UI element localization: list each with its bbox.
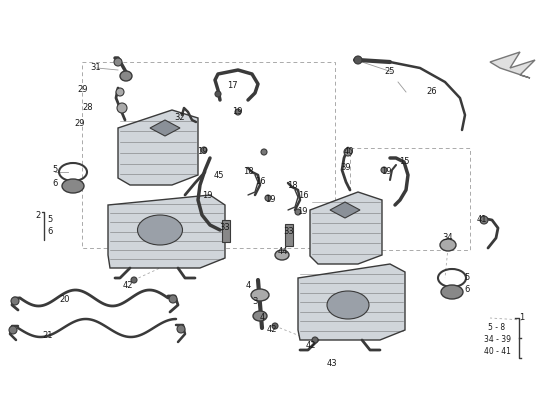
Ellipse shape <box>251 289 269 301</box>
Text: 44: 44 <box>278 248 288 256</box>
Text: 32: 32 <box>175 114 185 122</box>
Text: 19: 19 <box>197 148 207 156</box>
Text: 40 - 41: 40 - 41 <box>483 348 510 356</box>
Text: 33: 33 <box>284 228 294 236</box>
Bar <box>222 220 230 242</box>
Ellipse shape <box>275 250 289 260</box>
Circle shape <box>215 91 221 97</box>
Circle shape <box>235 109 241 115</box>
Text: 42: 42 <box>123 280 133 290</box>
Ellipse shape <box>327 291 369 319</box>
Circle shape <box>480 216 488 224</box>
Text: 28: 28 <box>82 102 94 112</box>
Circle shape <box>116 88 124 96</box>
Text: 31: 31 <box>91 64 101 72</box>
Text: 45: 45 <box>214 172 224 180</box>
Polygon shape <box>330 202 360 218</box>
Circle shape <box>295 209 301 215</box>
Text: 34: 34 <box>443 234 453 242</box>
Text: 16: 16 <box>255 178 265 186</box>
Text: 17: 17 <box>227 80 237 90</box>
Ellipse shape <box>440 239 456 251</box>
Text: 15: 15 <box>399 158 409 166</box>
Ellipse shape <box>62 179 84 193</box>
Bar <box>82 62 335 248</box>
Text: 5: 5 <box>47 216 53 224</box>
Text: 20: 20 <box>60 296 70 304</box>
Text: 3: 3 <box>252 298 258 306</box>
Text: 18: 18 <box>287 182 298 190</box>
Circle shape <box>9 326 17 334</box>
Text: 29: 29 <box>78 86 88 94</box>
Polygon shape <box>490 52 535 78</box>
Text: 21: 21 <box>43 330 53 340</box>
Polygon shape <box>108 195 225 268</box>
Ellipse shape <box>138 215 183 245</box>
Circle shape <box>272 323 278 329</box>
Circle shape <box>177 325 185 333</box>
Polygon shape <box>150 120 180 136</box>
Circle shape <box>131 277 137 283</box>
Circle shape <box>114 58 122 66</box>
Circle shape <box>344 148 352 156</box>
Text: 19: 19 <box>232 108 242 116</box>
Text: 5: 5 <box>52 166 58 174</box>
Text: 4: 4 <box>260 314 265 322</box>
Text: 29: 29 <box>75 120 85 128</box>
Circle shape <box>169 295 177 303</box>
Text: 6: 6 <box>47 228 53 236</box>
Text: 16: 16 <box>298 192 309 200</box>
Text: 42: 42 <box>267 326 277 334</box>
Circle shape <box>201 147 207 153</box>
Text: 42: 42 <box>306 340 316 350</box>
Ellipse shape <box>120 71 132 81</box>
Polygon shape <box>310 192 382 264</box>
Text: 1: 1 <box>519 314 525 322</box>
Polygon shape <box>118 110 198 185</box>
Text: 6: 6 <box>464 286 470 294</box>
Ellipse shape <box>253 311 267 321</box>
Text: 19: 19 <box>265 196 275 204</box>
Text: 19: 19 <box>202 192 212 200</box>
Bar <box>350 148 470 250</box>
Text: 19: 19 <box>381 168 391 176</box>
Text: 5 - 8: 5 - 8 <box>488 324 505 332</box>
Text: 18: 18 <box>243 168 254 176</box>
Text: 2: 2 <box>35 210 41 220</box>
Text: 34 - 39: 34 - 39 <box>483 336 510 344</box>
Text: 5: 5 <box>464 274 470 282</box>
Text: 6: 6 <box>52 178 58 188</box>
Text: 26: 26 <box>427 88 437 96</box>
Ellipse shape <box>441 285 463 299</box>
Circle shape <box>261 149 267 155</box>
Circle shape <box>265 195 271 201</box>
Text: 40: 40 <box>344 148 354 156</box>
Text: 39: 39 <box>340 162 351 172</box>
Circle shape <box>117 103 127 113</box>
Circle shape <box>312 337 318 343</box>
Text: 25: 25 <box>385 68 395 76</box>
Circle shape <box>381 167 387 173</box>
Text: 43: 43 <box>327 358 337 368</box>
Circle shape <box>354 56 362 64</box>
Text: 19: 19 <box>297 208 307 216</box>
Text: 33: 33 <box>219 224 230 232</box>
Text: 4: 4 <box>245 282 251 290</box>
Bar <box>285 224 293 246</box>
Text: 41: 41 <box>477 216 487 224</box>
Polygon shape <box>298 264 405 340</box>
Circle shape <box>11 297 19 305</box>
